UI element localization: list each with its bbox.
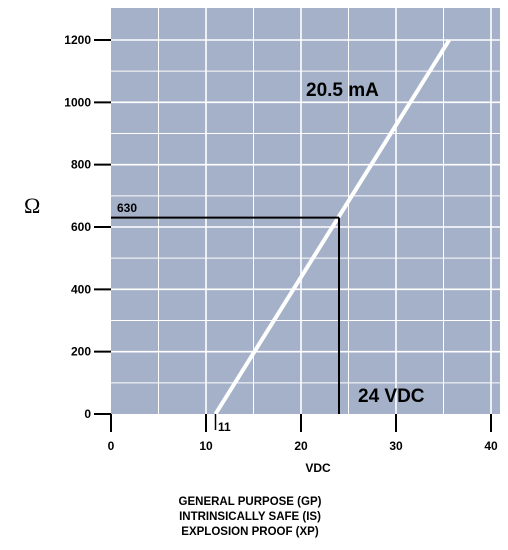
x-axis: 0 10 20 30 40 — [94, 413, 498, 453]
series-group — [213, 38, 451, 416]
y-tick-label: 1000 — [64, 95, 91, 109]
x-tick-label: 20 — [294, 439, 308, 453]
vdc-label: 24 VDC — [358, 386, 425, 407]
y-tick-label: 0 — [84, 407, 91, 421]
footer-line-1: GENERAL PURPOSE (GP) — [178, 496, 322, 508]
x-min-label: 11 — [218, 420, 231, 434]
footer-line-2: INTRINSICALLY SAFE (IS) — [179, 511, 321, 523]
y-tick-label: 600 — [71, 220, 91, 234]
marker-y-label: 630 — [117, 201, 137, 215]
y-axis: 0 200 400 600 800 1000 1200 — [64, 33, 111, 421]
x-tick-label: 0 — [108, 439, 115, 453]
y-tick-label: 400 — [71, 282, 91, 296]
y-tick-label: 200 — [71, 345, 91, 359]
y-tick-label: 800 — [71, 158, 91, 172]
y-tick-label: 1200 — [64, 33, 91, 47]
x-axis-label: VDC — [305, 461, 331, 475]
x-tick-label: 40 — [484, 439, 498, 453]
y-axis-label: Ω — [24, 193, 40, 218]
series-line — [213, 38, 451, 416]
x-tick-label: 30 — [389, 439, 403, 453]
chart: 0 200 400 600 800 1000 1200 0 10 20 30 40 Ω VDC 20… — [24, 8, 500, 475]
plot-area — [111, 8, 500, 414]
footer-line-3: EXPLOSION PROOF (XP) — [181, 526, 319, 538]
reference-lines — [111, 216, 340, 414]
footer: GENERAL PURPOSE (GP) INTRINSICALLY SAFE … — [0, 495, 508, 540]
gridlines — [111, 8, 500, 414]
series-label: 20.5 mA — [306, 80, 379, 101]
x-tick-label: 10 — [199, 439, 213, 453]
